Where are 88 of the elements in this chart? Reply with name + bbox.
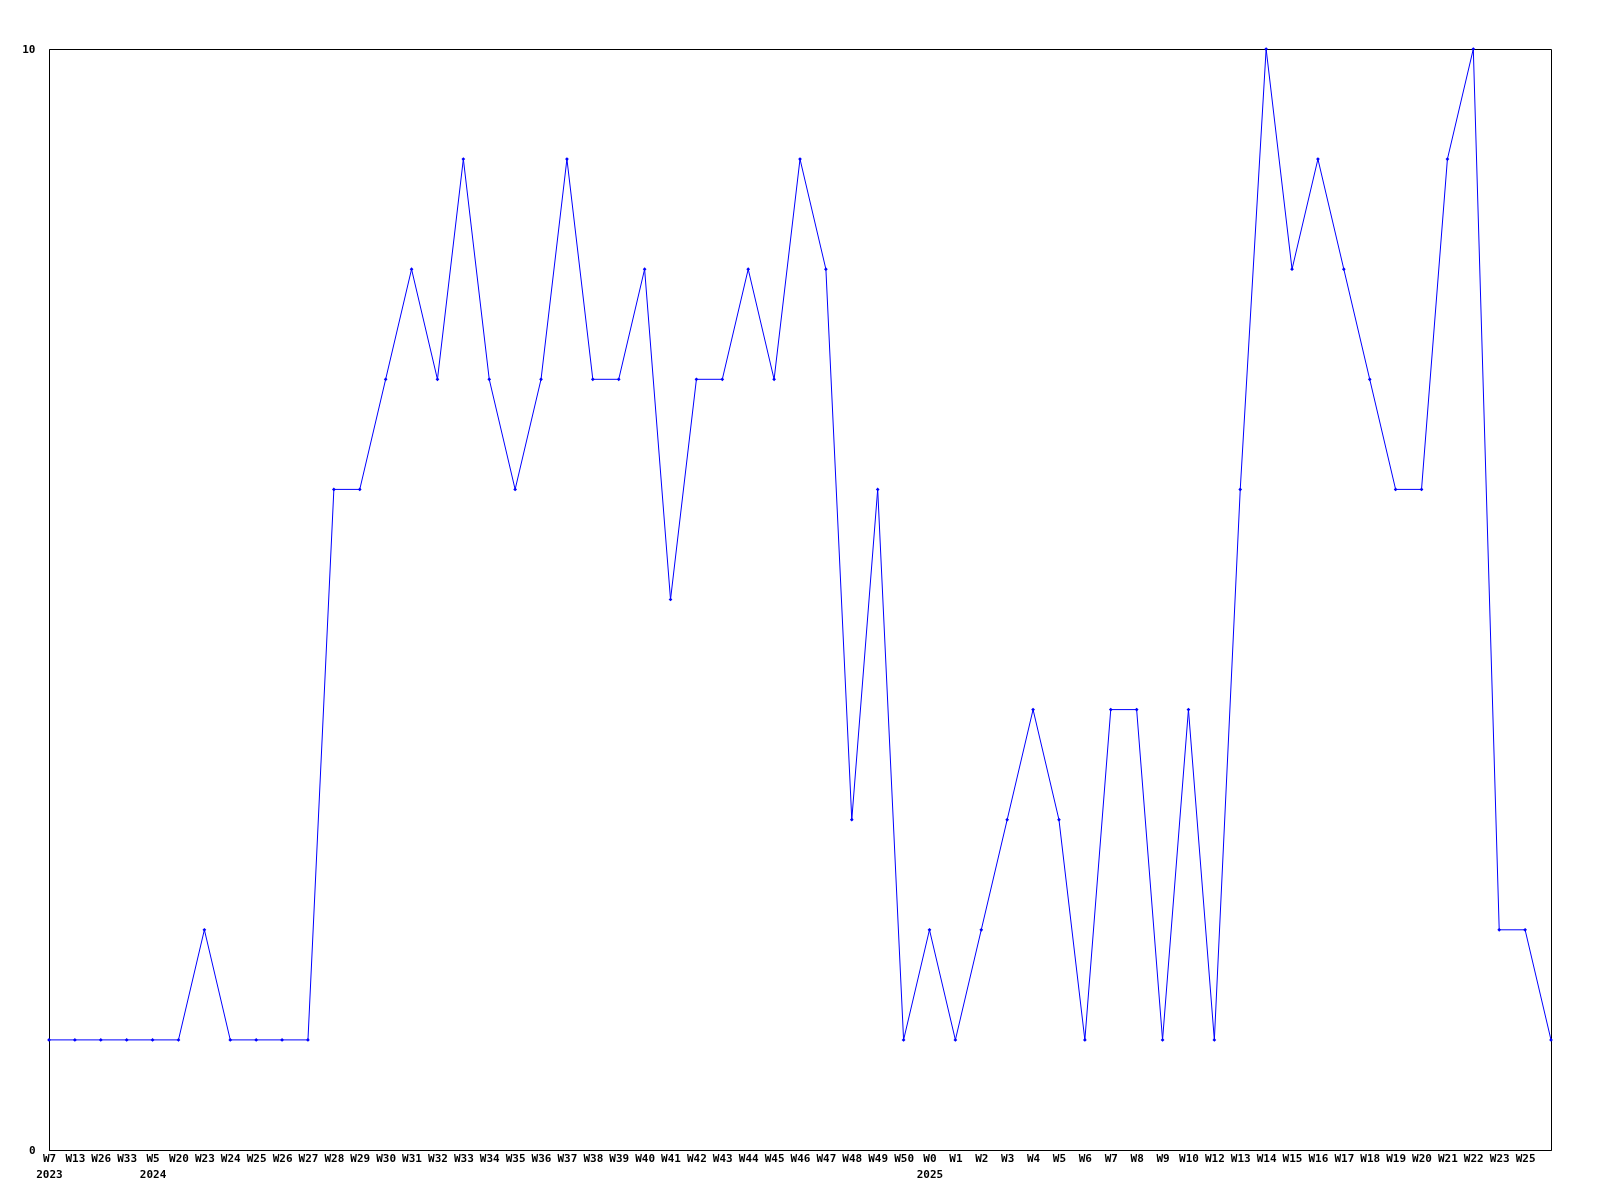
x-tick-label: W35 (505, 1151, 526, 1165)
point (124, 1038, 129, 1042)
x-tick-label: W5 (1052, 1151, 1067, 1165)
x-tick-label: W45 (764, 1151, 785, 1165)
point (1445, 157, 1450, 161)
x-tick-label: W14 (1256, 1151, 1277, 1165)
point (1238, 487, 1243, 492)
point (513, 487, 518, 492)
x-tick-label: W6 (1078, 1151, 1093, 1165)
x-tick-label: W39 (609, 1151, 630, 1165)
x-tick-label: W31 (402, 1151, 423, 1165)
point (461, 157, 466, 161)
x-tick-label: W12 (1204, 1151, 1225, 1165)
x-tick-label: W38 (583, 1151, 604, 1165)
x-tick-label: W49 (868, 1151, 889, 1165)
x-tick-label: W4 (1026, 1151, 1041, 1165)
x-tick-label: W43 (712, 1151, 733, 1165)
x-tick-label: W25 (1515, 1151, 1536, 1165)
y-tick-label: 10 (22, 42, 36, 56)
point (1160, 1038, 1165, 1042)
x-tick-label: W7 (1104, 1151, 1118, 1165)
point (953, 1038, 958, 1042)
point (1031, 707, 1035, 712)
point (1005, 817, 1010, 822)
point (1471, 47, 1476, 51)
x-tick-label: W13 (1230, 1151, 1251, 1165)
point (1212, 1038, 1217, 1042)
x-tick-label: W5 2024 (139, 1151, 167, 1181)
x-tick-label: W9 (1156, 1151, 1170, 1165)
x-tick-label: W17 (1334, 1151, 1355, 1165)
point (1290, 267, 1294, 272)
point (642, 267, 647, 272)
x-tick-label: W3 (1001, 1151, 1015, 1165)
point (772, 377, 776, 382)
x-tick-label: W28 (324, 1151, 345, 1165)
line-series (47, 47, 1553, 1042)
x-tick-label: W48 (842, 1151, 863, 1165)
x-tick-label: W33 (117, 1151, 138, 1165)
point (202, 927, 207, 932)
point (901, 1038, 906, 1042)
x-tick-label: W30 (376, 1151, 397, 1165)
point (409, 267, 414, 272)
x-tick-label: W33 (453, 1151, 474, 1165)
x-tick-label: W50 (894, 1151, 915, 1165)
x-tick-label: W8 (1130, 1151, 1144, 1165)
x-tick-label: W37 (557, 1151, 578, 1165)
x-tick-label: W24 (220, 1151, 242, 1165)
x-tick-label: W41 (661, 1151, 682, 1165)
x-tick-label: W46 (790, 1151, 811, 1165)
x-tick-label: W32 (428, 1151, 448, 1165)
point (331, 487, 336, 492)
point (1108, 707, 1113, 712)
x-tick-label: W0 2025 (916, 1151, 944, 1181)
x-tick-label: W7 2023 (36, 1151, 63, 1181)
point (357, 487, 362, 492)
x-tick-label: W42 (686, 1151, 707, 1165)
x-tick-label: W10 (1179, 1151, 1199, 1165)
point (1057, 817, 1061, 822)
x-tick-label: W29 (350, 1151, 371, 1165)
point (150, 1038, 155, 1042)
x-tick-label: W26 (91, 1151, 112, 1165)
point (176, 1038, 181, 1042)
point (539, 377, 543, 382)
x-tick-label: W20 (1412, 1151, 1432, 1165)
x-tick-label: W27 (298, 1151, 319, 1165)
point (927, 927, 932, 932)
x-tick-label: W23 (194, 1151, 215, 1165)
x-tick-label: W26 (272, 1151, 293, 1165)
x-tick-label: W18 (1360, 1151, 1381, 1165)
x-tick-label: W25 (246, 1151, 267, 1165)
point (228, 1038, 233, 1042)
x-tick-label: W19 (1386, 1151, 1407, 1165)
x-tick-label: W21 (1437, 1151, 1459, 1165)
x-tick-label: W22 (1463, 1151, 1484, 1165)
y-tick-label: 0 (28, 1143, 36, 1157)
x-tick-label: W47 (816, 1151, 837, 1165)
x-tick-label: W36 (531, 1151, 552, 1165)
x-tick-label: W44 (738, 1151, 760, 1165)
x-tick-label: W1 (949, 1151, 963, 1165)
x-tick-label: W40 (635, 1151, 656, 1165)
x-tick-label: W23 (1489, 1151, 1510, 1165)
x-tick-label: W15 (1282, 1151, 1303, 1165)
x-tick-label: W16 (1308, 1151, 1329, 1165)
x-tick-label: W20 (169, 1151, 189, 1165)
point (435, 377, 440, 382)
x-tick-label: W34 (479, 1151, 501, 1165)
x-tick-label: W2 (975, 1151, 989, 1165)
x-tick-label: W13 (65, 1151, 86, 1165)
